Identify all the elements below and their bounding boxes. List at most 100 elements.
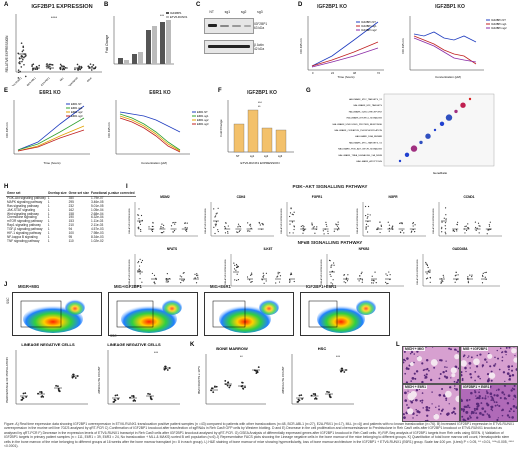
i-dot <box>249 225 252 227</box>
i-dot <box>484 271 486 274</box>
lane-sg1: sg1 <box>224 10 231 14</box>
e-leg2-sg3: E6R1 sg3 <box>197 122 209 126</box>
i-dot <box>386 283 388 285</box>
d-leg2-sg2: IGF2BP1 sg2 <box>491 26 507 30</box>
i-dot <box>337 227 340 229</box>
h-table-cell: 4.57e-03 <box>90 227 104 232</box>
i-dot <box>412 222 414 225</box>
i-dot <box>426 273 428 275</box>
i-dot <box>139 221 141 223</box>
group-dot <box>242 387 244 390</box>
k-hsc-ylabel: ABSOLUTE COUNT <box>281 366 285 394</box>
group-dot <box>129 396 131 399</box>
h-table-cell: Rap1 signaling pathway <box>7 223 41 228</box>
i-dot <box>414 224 416 226</box>
i-dot <box>279 275 282 277</box>
i-dot <box>367 225 369 227</box>
i-dot <box>386 274 388 276</box>
histology-label: IGF2BP1 + E6R1 <box>462 385 491 389</box>
i-dot <box>442 280 444 282</box>
d-leg2-nt: IGF2BP1 NT <box>491 18 506 22</box>
i-dot <box>195 282 198 284</box>
i-dot <box>482 272 484 275</box>
g-term-dot <box>468 97 472 101</box>
h-table-cell: 153 <box>68 219 74 224</box>
i-dot <box>236 265 238 267</box>
group-dot <box>312 393 315 395</box>
k-sig-2: *** <box>336 355 341 359</box>
i-gene-title: ILK6T <box>264 247 273 251</box>
panel-a-dot <box>63 68 66 71</box>
i-dot <box>224 222 227 224</box>
i-dot <box>429 269 431 271</box>
i-dot <box>440 281 443 283</box>
group-dot <box>25 396 28 398</box>
panel-a-dot <box>87 65 90 68</box>
i-dot <box>359 275 361 277</box>
i-dot <box>331 270 333 272</box>
panel-e-title-1: E6R1 KO <box>39 90 61 96</box>
i-dot <box>184 222 187 224</box>
flow-xlabel: SSC <box>110 334 117 338</box>
g-term-label: HALLMARK_APOPTOSIS <box>356 160 382 163</box>
i-dot <box>165 279 168 281</box>
i-dot <box>249 223 252 225</box>
h-table-cell: 1 <box>47 203 50 208</box>
i-dot <box>474 226 477 229</box>
i-dot <box>215 215 217 217</box>
g-term-label: HALLMARK_UNFOLDED_PROTEIN_RESPONSE <box>333 123 383 126</box>
i-dot <box>249 230 251 232</box>
group-dot <box>149 393 151 396</box>
i-dot <box>345 282 347 284</box>
h-table-cell: 350 <box>68 195 74 200</box>
k-bm-ylabel: BM COUNTS x 10^6 <box>197 366 201 394</box>
panel-a-dot <box>90 69 93 71</box>
g-term-label: HALLMARK_OXIDATIVE_PHOSPHORYLATION <box>335 129 383 132</box>
panel-a-dot <box>49 68 52 70</box>
i-dot <box>335 224 337 226</box>
panel-a-title: IGF2BP1 EXPRESSION <box>31 4 93 10</box>
group-dot <box>228 386 231 389</box>
h-col-geneset: Gene set <box>6 191 47 197</box>
i-dot <box>485 271 487 273</box>
i-dot <box>444 222 447 224</box>
i-dot <box>346 280 349 282</box>
band-actin-label: β Actin <box>254 43 264 47</box>
i-dot <box>236 231 238 233</box>
i-dot <box>224 227 227 229</box>
h-table-cell: 100 <box>68 231 74 236</box>
i-dot <box>289 279 291 281</box>
e-leg2-nt: E6R1 NT <box>197 110 208 114</box>
histology-label: MICH + E6R1 <box>404 385 428 389</box>
i-dot <box>161 223 163 225</box>
group-dot <box>214 385 216 388</box>
h-table-cell: Wnt signaling pathway <box>7 211 39 216</box>
g-term-label: HALLMARK_DNA_REPAIR <box>355 135 382 138</box>
panel-d-title-2: IGF2BP1 KO <box>435 4 465 10</box>
i-dot <box>216 212 218 214</box>
h-table-cell: 1 <box>47 223 50 228</box>
i-dot <box>365 214 367 217</box>
i-ylabel: RELATIVE EXPRESSION <box>356 208 359 234</box>
g-term-label: HALLMARK_PI3K_AKT_MTOR_SIGNALING <box>338 148 382 151</box>
i-dot <box>163 231 165 233</box>
i-dot <box>183 279 185 281</box>
i-dot <box>364 205 367 208</box>
i-dot <box>217 229 219 231</box>
group-dot <box>22 392 25 395</box>
i-dot <box>251 274 253 276</box>
panel-e-title-2: E6R1 KO <box>149 90 171 96</box>
i-dot <box>445 233 447 235</box>
i-dot <box>234 279 236 281</box>
i-dot <box>330 275 332 277</box>
panel-a-dot <box>94 66 97 68</box>
i-dot <box>185 229 187 231</box>
h-table-cell: Ras signaling pathway <box>7 203 39 208</box>
i-dot <box>443 217 445 219</box>
group-dot <box>164 365 167 368</box>
i-dot <box>371 275 373 277</box>
i-dot <box>367 216 369 218</box>
d-xtick-0: 0 <box>312 71 314 75</box>
panel-a-dot <box>32 63 35 66</box>
i-ylabel: RELATIVE EXPRESSION <box>224 259 227 285</box>
